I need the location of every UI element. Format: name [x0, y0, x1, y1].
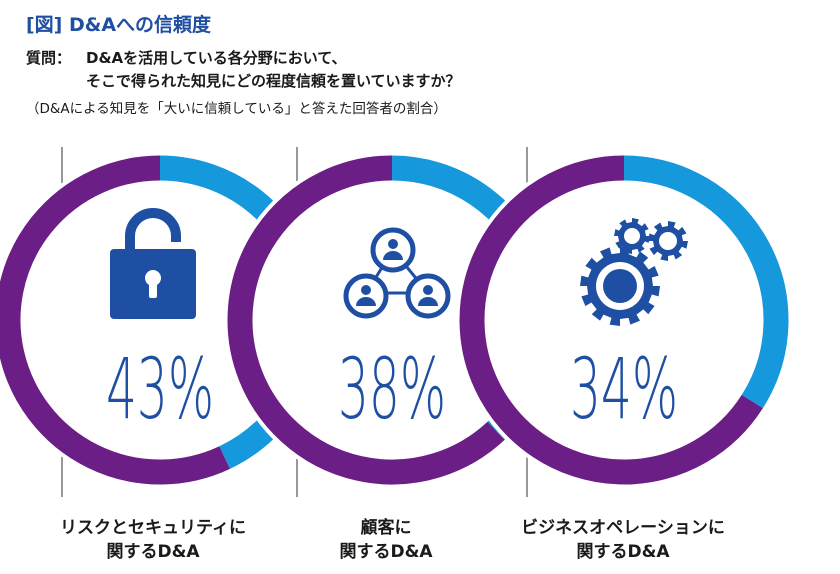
donut-remainder-arc — [0, 155, 231, 485]
percent-label: 43% — [106, 340, 214, 438]
donut-backdrop — [455, 151, 793, 489]
gear — [648, 221, 688, 261]
question-line-2: そこで得られた知見にどの程度信頼を置いていますか？ — [86, 72, 461, 90]
caption-ops-line-2: 関するD&A — [576, 542, 670, 562]
caption-business-ops: ビジネスオペレーションに 関するD&A — [483, 516, 763, 564]
caption-risk-line-1: リスクとセキュリティに — [60, 518, 246, 538]
caption-customer: 顧客に 関するD&A — [246, 516, 526, 564]
lock-icon — [110, 208, 196, 319]
gear — [614, 218, 650, 254]
donut-remainder-arc — [459, 155, 763, 485]
donut-backdrop — [223, 151, 561, 489]
figure-title: [図] D&Aへの信頼度 — [26, 14, 212, 36]
question-line-1: D&Aを活用している各分野において、 — [86, 49, 347, 67]
donut-3 — [455, 151, 793, 489]
caption-ops-line-1: ビジネスオペレーションに — [521, 518, 725, 538]
donut-value-arc — [623, 155, 789, 409]
customer-network-icon — [343, 227, 451, 319]
donut-remainder-arc — [227, 155, 505, 485]
caption-risk-line-2: 関するD&A — [106, 542, 200, 562]
percent-label: 38% — [338, 340, 446, 438]
gears-icon — [580, 218, 688, 326]
percent-label: 34% — [570, 340, 678, 438]
question-label: 質問： — [26, 49, 72, 67]
caption-risk-security: リスクとセキュリティに 関するD&A — [13, 516, 293, 564]
caption-customer-line-2: 関するD&A — [339, 542, 433, 562]
caption-customer-line-1: 顧客に — [360, 518, 412, 538]
question-note: （D&Aによる知見を「大いに信頼している」と答えた回答者の割合） — [26, 101, 447, 117]
